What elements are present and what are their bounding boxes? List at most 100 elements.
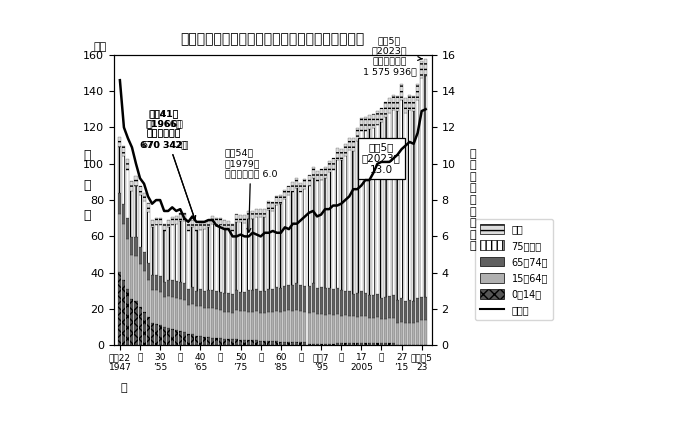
Y-axis label: 死
亡
率
（
人
口
千
対
）: 死 亡 率 （ 人 口 千 対 ）: [470, 149, 476, 251]
Bar: [199, 230, 202, 289]
Bar: [300, 285, 302, 311]
Bar: [380, 343, 383, 345]
Bar: [396, 300, 399, 323]
Bar: [295, 284, 298, 310]
Bar: [195, 291, 198, 306]
Bar: [187, 334, 190, 345]
Bar: [304, 286, 307, 312]
Bar: [424, 59, 427, 76]
Bar: [272, 312, 274, 341]
Bar: [344, 315, 346, 344]
Bar: [279, 342, 282, 345]
Bar: [239, 222, 242, 292]
Bar: [143, 201, 146, 252]
Bar: [178, 331, 182, 345]
Bar: [150, 290, 153, 323]
Bar: [368, 318, 371, 343]
Bar: [288, 186, 290, 195]
Bar: [291, 285, 295, 311]
Text: 年: 年: [120, 383, 127, 393]
Bar: [199, 306, 202, 336]
Bar: [235, 310, 238, 339]
Bar: [388, 296, 391, 318]
Bar: [300, 311, 302, 342]
Bar: [203, 222, 206, 229]
Bar: [356, 317, 359, 343]
Bar: [203, 229, 206, 291]
Bar: [247, 340, 250, 345]
Bar: [364, 117, 367, 131]
Bar: [404, 113, 407, 301]
Bar: [284, 199, 286, 286]
Bar: [130, 255, 134, 299]
Bar: [360, 118, 363, 131]
Bar: [134, 187, 137, 237]
Bar: [159, 225, 162, 277]
Bar: [356, 343, 359, 345]
Bar: [400, 299, 403, 322]
Bar: [300, 192, 302, 285]
Bar: [256, 289, 258, 311]
Bar: [392, 343, 395, 345]
Bar: [295, 342, 298, 345]
Bar: [368, 343, 371, 345]
Bar: [336, 160, 339, 288]
Text: 昭和41年
（1966）
最少の死亡数
670 342人: 昭和41年 （1966） 最少の死亡数 670 342人: [140, 109, 195, 220]
Bar: [239, 215, 242, 222]
Bar: [207, 308, 210, 336]
Bar: [360, 291, 363, 316]
Bar: [231, 313, 234, 339]
Bar: [195, 336, 198, 345]
Bar: [171, 280, 174, 297]
Bar: [171, 297, 174, 329]
Bar: [328, 344, 330, 345]
Bar: [284, 286, 286, 311]
Bar: [323, 288, 327, 315]
Bar: [263, 217, 266, 291]
Bar: [207, 227, 210, 290]
Bar: [235, 214, 238, 222]
Bar: [219, 292, 222, 310]
Bar: [122, 204, 125, 224]
Bar: [127, 289, 130, 345]
Bar: [348, 150, 351, 292]
Bar: [424, 297, 427, 320]
Bar: [344, 344, 346, 345]
Bar: [408, 94, 411, 109]
Bar: [191, 227, 194, 288]
Bar: [304, 179, 307, 189]
Bar: [272, 202, 274, 211]
Bar: [307, 186, 311, 286]
Bar: [304, 189, 307, 286]
Bar: [312, 283, 314, 311]
Bar: [380, 298, 383, 319]
Bar: [272, 341, 274, 345]
Bar: [191, 304, 194, 334]
Bar: [356, 141, 359, 293]
Bar: [352, 138, 355, 150]
Bar: [159, 218, 162, 225]
Bar: [288, 285, 290, 310]
Bar: [316, 171, 318, 181]
Bar: [118, 214, 121, 273]
Bar: [175, 216, 178, 224]
Bar: [175, 224, 178, 281]
Bar: [162, 327, 166, 345]
Bar: [223, 293, 226, 311]
Bar: [388, 98, 391, 113]
Bar: [420, 78, 424, 297]
Bar: [207, 220, 210, 227]
Bar: [336, 314, 339, 344]
Bar: [263, 313, 266, 341]
Bar: [155, 218, 158, 225]
Bar: [380, 319, 383, 343]
Bar: [416, 299, 419, 322]
Bar: [162, 231, 166, 282]
Bar: [183, 332, 186, 345]
Bar: [139, 195, 141, 247]
Bar: [304, 312, 307, 342]
Bar: [118, 273, 121, 345]
Bar: [175, 281, 178, 298]
Bar: [300, 183, 302, 192]
Bar: [127, 239, 130, 289]
